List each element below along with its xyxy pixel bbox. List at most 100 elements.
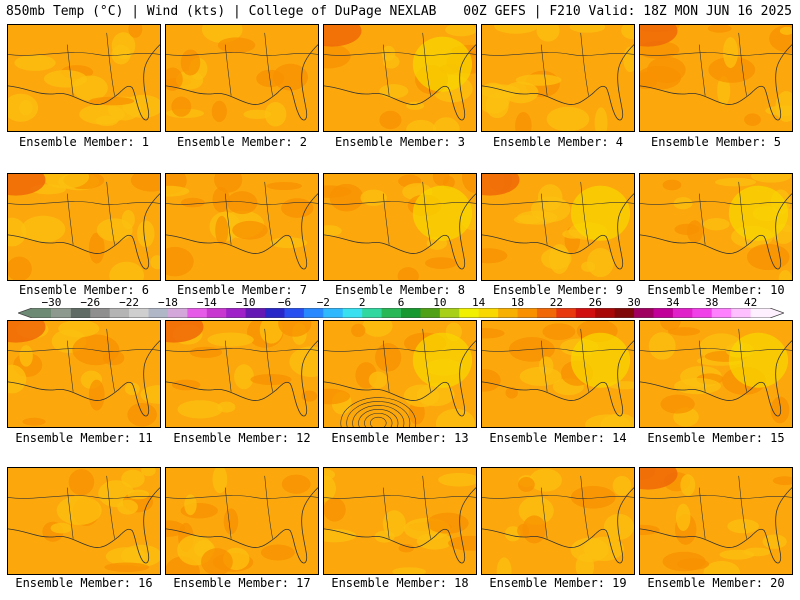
ensemble-member-caption: Ensemble Member: 17 xyxy=(173,576,311,590)
colorbar-swatch xyxy=(129,308,149,318)
colorbar-swatch xyxy=(167,308,188,318)
colorbar-swatch xyxy=(478,308,499,318)
ensemble-member-caption: Ensemble Member: 12 xyxy=(173,431,311,445)
colorbar-swatch xyxy=(187,308,208,318)
colorbar-tick-label: −2 xyxy=(316,296,330,309)
colorbar-tick-label: −6 xyxy=(277,296,292,309)
ensemble-member-map xyxy=(481,467,635,575)
ensemble-member-caption: Ensemble Member: 5 xyxy=(650,135,782,149)
ensemble-member-caption: Ensemble Member: 19 xyxy=(489,576,627,590)
colorbar-tick-label: 34 xyxy=(666,296,680,309)
ensemble-member-caption: Ensemble Member: 6 xyxy=(18,283,150,297)
ensemble-member-caption: Ensemble Member: 16 xyxy=(15,576,153,590)
colorbar-tick-label: 2 xyxy=(358,296,366,309)
ensemble-member-map xyxy=(481,173,635,281)
ensemble-member-map xyxy=(639,173,793,281)
colorbar-swatch xyxy=(226,308,247,318)
colorbar-swatch xyxy=(634,308,654,318)
colorbar-swatch xyxy=(90,308,111,318)
ensemble-member-caption: Ensemble Member: 13 xyxy=(331,431,469,445)
colorbar-tick-label: 18 xyxy=(510,296,525,309)
ensemble-member-caption: Ensemble Member: 14 xyxy=(489,431,627,445)
ensemble-member-map xyxy=(165,24,319,132)
ensemble-member-map xyxy=(639,320,793,428)
ensemble-member-caption: Ensemble Member: 4 xyxy=(492,135,624,149)
colorbar-swatch xyxy=(672,308,693,318)
colorbar-tick-label: −22 xyxy=(119,296,140,309)
ensemble-member-caption: Ensemble Member: 9 xyxy=(492,283,624,297)
colorbar-tick-label: 30 xyxy=(627,296,641,309)
ensemble-member-caption: Ensemble Member: 3 xyxy=(334,135,466,149)
colorbar-swatch xyxy=(439,308,460,318)
colorbar-swatch xyxy=(342,308,363,318)
colorbar-swatch xyxy=(18,308,52,318)
ensemble-member-caption: Ensemble Member: 20 xyxy=(647,576,785,590)
colorbar-tick-label: −30 xyxy=(41,296,62,309)
ensemble-member-caption: Ensemble Member: 18 xyxy=(331,576,469,590)
colorbar-swatch xyxy=(323,308,344,318)
ensemble-member-map xyxy=(323,24,477,132)
colorbar-swatch xyxy=(711,308,732,318)
ensemble-member-map xyxy=(7,173,161,281)
ensemble-member-map xyxy=(7,24,161,132)
colorbar-swatch xyxy=(692,308,713,318)
colorbar-tick-label: 14 xyxy=(472,296,486,309)
colorbar-swatch xyxy=(206,308,227,318)
colorbar-swatch xyxy=(731,308,751,318)
ensemble-member-caption: Ensemble Member: 8 xyxy=(334,283,466,297)
colorbar-swatch xyxy=(51,308,72,318)
colorbar-swatch xyxy=(536,308,557,318)
run-valid-time: 00Z GEFS | F210 Valid: 18Z MON JUN 16 20… xyxy=(463,4,792,19)
colorbar-tick-label: 22 xyxy=(549,296,563,309)
colorbar-tick-label: 26 xyxy=(588,296,602,309)
colorbar-swatch xyxy=(362,308,382,318)
ensemble-member-map xyxy=(165,320,319,428)
colorbar-swatch xyxy=(653,308,674,318)
colorbar-swatch xyxy=(265,308,285,318)
ensemble-member-map xyxy=(165,467,319,575)
ensemble-member-caption: Ensemble Member: 2 xyxy=(176,135,308,149)
ensemble-member-caption: Ensemble Member: 7 xyxy=(176,283,308,297)
colorbar-swatch xyxy=(70,308,91,318)
ensemble-member-caption: Ensemble Member: 15 xyxy=(647,431,785,445)
colorbar-tick-label: −10 xyxy=(235,296,256,309)
ensemble-member-caption: Ensemble Member: 11 xyxy=(15,431,153,445)
colorbar-tick-label: 6 xyxy=(397,296,405,309)
ensemble-member-map xyxy=(481,320,635,428)
ensemble-member-map xyxy=(323,320,477,428)
temperature-colorbar xyxy=(18,308,784,318)
colorbar-swatch xyxy=(459,308,480,318)
colorbar-swatch xyxy=(401,308,421,318)
colorbar-swatch xyxy=(498,308,518,318)
colorbar-tick-label: 42 xyxy=(743,296,758,309)
ensemble-member-map xyxy=(165,173,319,281)
colorbar-swatch xyxy=(303,308,324,318)
colorbar-tick-label: −26 xyxy=(80,296,101,309)
ensemble-member-map xyxy=(323,173,477,281)
colorbar-swatch xyxy=(148,308,169,318)
ensemble-member-map xyxy=(481,24,635,132)
colorbar-tick-label: 38 xyxy=(705,296,719,309)
colorbar-swatch xyxy=(517,308,538,318)
ensemble-member-map xyxy=(639,467,793,575)
colorbar-swatch xyxy=(750,308,784,318)
colorbar-swatch xyxy=(381,308,402,318)
ensemble-member-caption: Ensemble Member: 10 xyxy=(647,283,785,297)
colorbar-swatch xyxy=(109,308,130,318)
colorbar-swatch xyxy=(614,308,635,318)
colorbar-tick-label: 10 xyxy=(433,296,447,309)
colorbar-swatch xyxy=(284,308,305,318)
colorbar-swatch xyxy=(575,308,596,318)
colorbar-swatch xyxy=(420,308,441,318)
colorbar-tick-label: −18 xyxy=(158,296,178,309)
ensemble-member-caption: Ensemble Member: 1 xyxy=(18,135,150,149)
colorbar-tick-label: −14 xyxy=(196,296,217,309)
ensemble-member-map xyxy=(639,24,793,132)
ensemble-member-map xyxy=(323,467,477,575)
colorbar-swatch xyxy=(556,308,577,318)
colorbar-swatch xyxy=(595,308,616,318)
colorbar-swatch xyxy=(245,308,266,318)
ensemble-member-map xyxy=(7,320,161,428)
ensemble-member-map xyxy=(7,467,161,575)
map-title: 850mb Temp (°C) | Wind (kts) | College o… xyxy=(6,4,437,19)
